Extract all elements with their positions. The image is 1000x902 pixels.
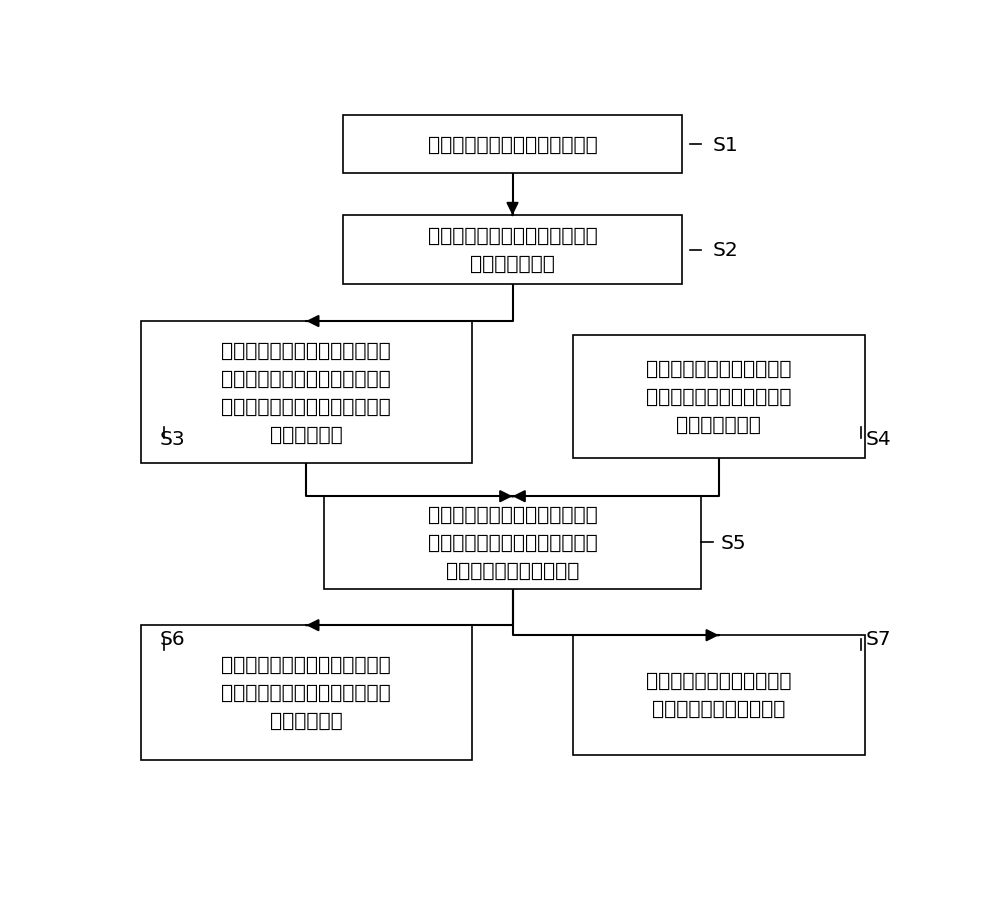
Text: S3: S3 [160, 429, 185, 448]
Text: S6: S6 [160, 630, 185, 649]
Text: 结合综合的字典、测量矩阵和采
样信号，通过重构计算得到待识
别的原始图像的稀疏系数: 结合综合的字典、测量矩阵和采 样信号，通过重构计算得到待识 别的原始图像的稀疏系… [428, 505, 597, 580]
Text: S7: S7 [865, 630, 891, 649]
Text: 将稀疏系数与综合的字典相
乘，得到采集的重构图像: 将稀疏系数与综合的字典相 乘，得到采集的重构图像 [646, 672, 792, 719]
Bar [343, 116, 682, 174]
Text: 获取至少两类目标的标准样本图: 获取至少两类目标的标准样本图 [428, 135, 597, 154]
Text: S4: S4 [865, 429, 891, 448]
Text: 采用特征原子提取方法得到各类
目标的特征原子: 采用特征原子提取方法得到各类 目标的特征原子 [428, 227, 597, 274]
Bar [573, 336, 865, 458]
Bar [573, 636, 865, 755]
Bar [141, 322, 472, 464]
Text: S5: S5 [720, 533, 746, 552]
Text: 将稀疏系数处理得到系数图，根
据系数图实现对原始图像中的各
类目标的识别: 将稀疏系数处理得到系数图，根 据系数图实现对原始图像中的各 类目标的识别 [221, 656, 391, 731]
Text: 将每类目标的各个特征原子分别
对角排列组成每类目标的字典，
并将各类目标的字典并列排列组
成综合的字典: 将每类目标的各个特征原子分别 对角排列组成每类目标的字典， 并将各类目标的字典并… [221, 341, 391, 445]
Text: 采用测量矩阵对待识别的原
始图像进行压缩采样，得到
压缩的采样信号: 采用测量矩阵对待识别的原 始图像进行压缩采样，得到 压缩的采样信号 [646, 359, 792, 434]
Bar [343, 216, 682, 285]
Text: S2: S2 [713, 241, 738, 260]
Bar [141, 625, 472, 760]
Bar [324, 497, 701, 589]
Text: S1: S1 [713, 135, 738, 154]
